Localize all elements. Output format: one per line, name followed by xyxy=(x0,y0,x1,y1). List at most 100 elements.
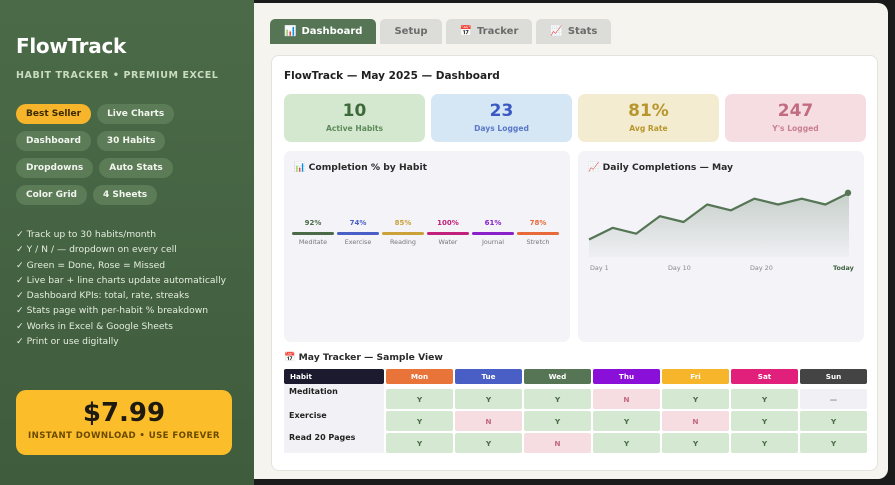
price-subtitle: INSTANT DOWNLOAD • USE FOREVER xyxy=(28,431,220,441)
feature-item: ✓ Y / N / — dropdown on every cell xyxy=(16,244,177,256)
day-header-sat: Sat xyxy=(731,369,798,384)
tracker-cell[interactable]: N xyxy=(662,409,729,431)
cell-value: N xyxy=(524,433,591,453)
completion-chart-card: 📊 Completion % by Habit 92% Meditate 74% Ex… xyxy=(284,151,570,342)
feature-item: ✓ Track up to 30 habits/month xyxy=(16,229,157,240)
tracker-cell[interactable]: Y xyxy=(800,409,867,431)
feature-pill: 4 Sheets xyxy=(92,185,158,205)
habit-bar: 92% Meditate xyxy=(292,219,334,246)
buy-button[interactable]: $7.99 INSTANT DOWNLOAD • USE FOREVER xyxy=(16,390,232,455)
tab-label: Stats xyxy=(567,26,598,37)
habit-name: Journal xyxy=(481,238,505,246)
cell-value: Y xyxy=(593,411,660,431)
tracker-cell[interactable]: Y xyxy=(662,431,729,453)
tracker-cell[interactable]: Y xyxy=(386,409,453,431)
habit-column-header: Habit xyxy=(284,369,384,384)
tagline: HABIT TRACKER • PREMIUM EXCEL xyxy=(16,70,219,81)
kpi-card: 81% Avg Rate xyxy=(578,94,719,142)
kpi-label: Active Habits xyxy=(325,124,384,133)
tracker-cell[interactable]: Y xyxy=(386,384,453,409)
habit-bar-fill xyxy=(517,232,559,235)
cell-value: — xyxy=(800,389,867,409)
cell-value: N xyxy=(455,411,522,431)
tracker-cell[interactable]: Y xyxy=(731,409,798,431)
tab-dashboard[interactable]: 📊 Dashboard xyxy=(270,19,377,44)
tracker-cell[interactable]: Y xyxy=(524,409,591,431)
kpi-label: Y's Logged xyxy=(772,124,819,133)
tracker-cell[interactable]: Y xyxy=(593,409,660,431)
tracker-cell[interactable]: Y xyxy=(731,384,798,409)
kpi-label: Avg Rate xyxy=(629,124,668,133)
day-header-mon: Mon xyxy=(386,369,453,384)
feature-pills: Best Seller Live Charts Dashboard 30 Habits… xyxy=(16,104,216,205)
tracker-cell[interactable]: N xyxy=(524,431,591,453)
habit-name: Water xyxy=(438,238,458,246)
habit-bar-fill xyxy=(472,232,514,235)
last-point xyxy=(844,189,852,197)
habit-pct: 61% xyxy=(484,219,502,227)
day-header-thu: Thu xyxy=(593,369,660,384)
feature-item: ✓ Print or use digitally xyxy=(16,336,119,348)
price: $7.99 xyxy=(82,398,166,428)
daily-chart-card: 📈 Daily Completions — May Day 1 Day 10 Day… xyxy=(578,151,864,342)
tab-setup[interactable]: Setup xyxy=(380,19,442,44)
cell-value: N xyxy=(593,389,660,409)
habit-pct: 74% xyxy=(349,219,367,227)
x-tick-label: Today xyxy=(833,264,854,272)
tracker-cell[interactable]: Y xyxy=(524,384,591,409)
completion-chart-title: 📊 Completion % by Habit xyxy=(294,162,427,173)
tracker-cell[interactable]: — xyxy=(800,384,867,409)
tracker-cell[interactable]: Y xyxy=(662,384,729,409)
kpi-label: Days Logged xyxy=(474,124,529,133)
cell-value: Y xyxy=(731,433,798,453)
cell-value: Y xyxy=(386,389,453,409)
tracker-cell[interactable]: Y xyxy=(593,431,660,453)
habit-pct: 78% xyxy=(529,219,547,227)
feature-pill: Live Charts xyxy=(97,104,175,124)
tracker-cell[interactable]: N xyxy=(593,384,660,409)
day-header-tue: Tue xyxy=(455,369,522,384)
habit-bar-fill xyxy=(427,232,469,235)
series-line xyxy=(588,191,850,241)
tracker-title: 📅 May Tracker — Sample View xyxy=(284,352,443,363)
tracker-icon: 📅 xyxy=(459,26,472,37)
kpi-value: 81% xyxy=(628,101,669,121)
dashboard-panel: FlowTrack — May 2025 — Dashboard 10 Activ… xyxy=(271,55,878,471)
x-axis-labels: Day 1 Day 10 Day 20 Today xyxy=(590,264,855,274)
sidebar: FlowTrack HABIT TRACKER • PREMIUM EXCEL … xyxy=(0,0,254,485)
tracker-cell[interactable]: Y xyxy=(731,431,798,453)
cell-value: Y xyxy=(800,433,867,453)
habit-pct: 100% xyxy=(437,219,459,227)
x-tick-label: Day 10 xyxy=(668,264,691,272)
cell-value: Y xyxy=(662,389,729,409)
x-tick-label: Day 20 xyxy=(750,264,773,272)
tracker-cell[interactable]: Y xyxy=(455,431,522,453)
feature-item: ✓ Works in Excel & Google Sheets xyxy=(16,320,173,332)
tracker-cell[interactable]: Y xyxy=(800,431,867,453)
habit-pct: 92% xyxy=(304,219,322,227)
habit-pct: 85% xyxy=(394,219,412,227)
tracker-cell[interactable]: N xyxy=(455,409,522,431)
habit-bar: 78% Stretch xyxy=(517,219,559,246)
tab-tracker[interactable]: 📅 Tracker xyxy=(445,19,533,44)
cell-value: Y xyxy=(386,411,453,431)
cell-value: Y xyxy=(800,411,867,431)
daily-completions-chart xyxy=(588,189,852,257)
kpi-value: 247 xyxy=(777,101,814,121)
tab-label: Setup xyxy=(394,26,428,37)
tab-stats[interactable]: 📈 Stats xyxy=(536,19,612,44)
tracker-cell[interactable]: Y xyxy=(386,431,453,453)
habit-bar: 100% Water xyxy=(427,219,469,246)
cell-value: N xyxy=(662,411,729,431)
dashboard-icon: 📊 xyxy=(284,26,297,37)
feature-pill: Auto Stats xyxy=(99,158,173,178)
cell-value: Y xyxy=(524,389,591,409)
cell-value: Y xyxy=(731,411,798,431)
day-header-fri: Fri xyxy=(662,369,729,384)
habit-bar: 61% Journal xyxy=(472,219,514,246)
feature-list: ✓ Track up to 30 habits/month ✓ Y / N / —… xyxy=(16,227,226,349)
habit-bar: 74% Exercise xyxy=(337,219,379,246)
tab-label: Tracker xyxy=(476,26,519,37)
feature-item: ✓ Dashboard KPIs: total, rate, streaks xyxy=(16,290,190,302)
tracker-cell[interactable]: Y xyxy=(455,384,522,409)
